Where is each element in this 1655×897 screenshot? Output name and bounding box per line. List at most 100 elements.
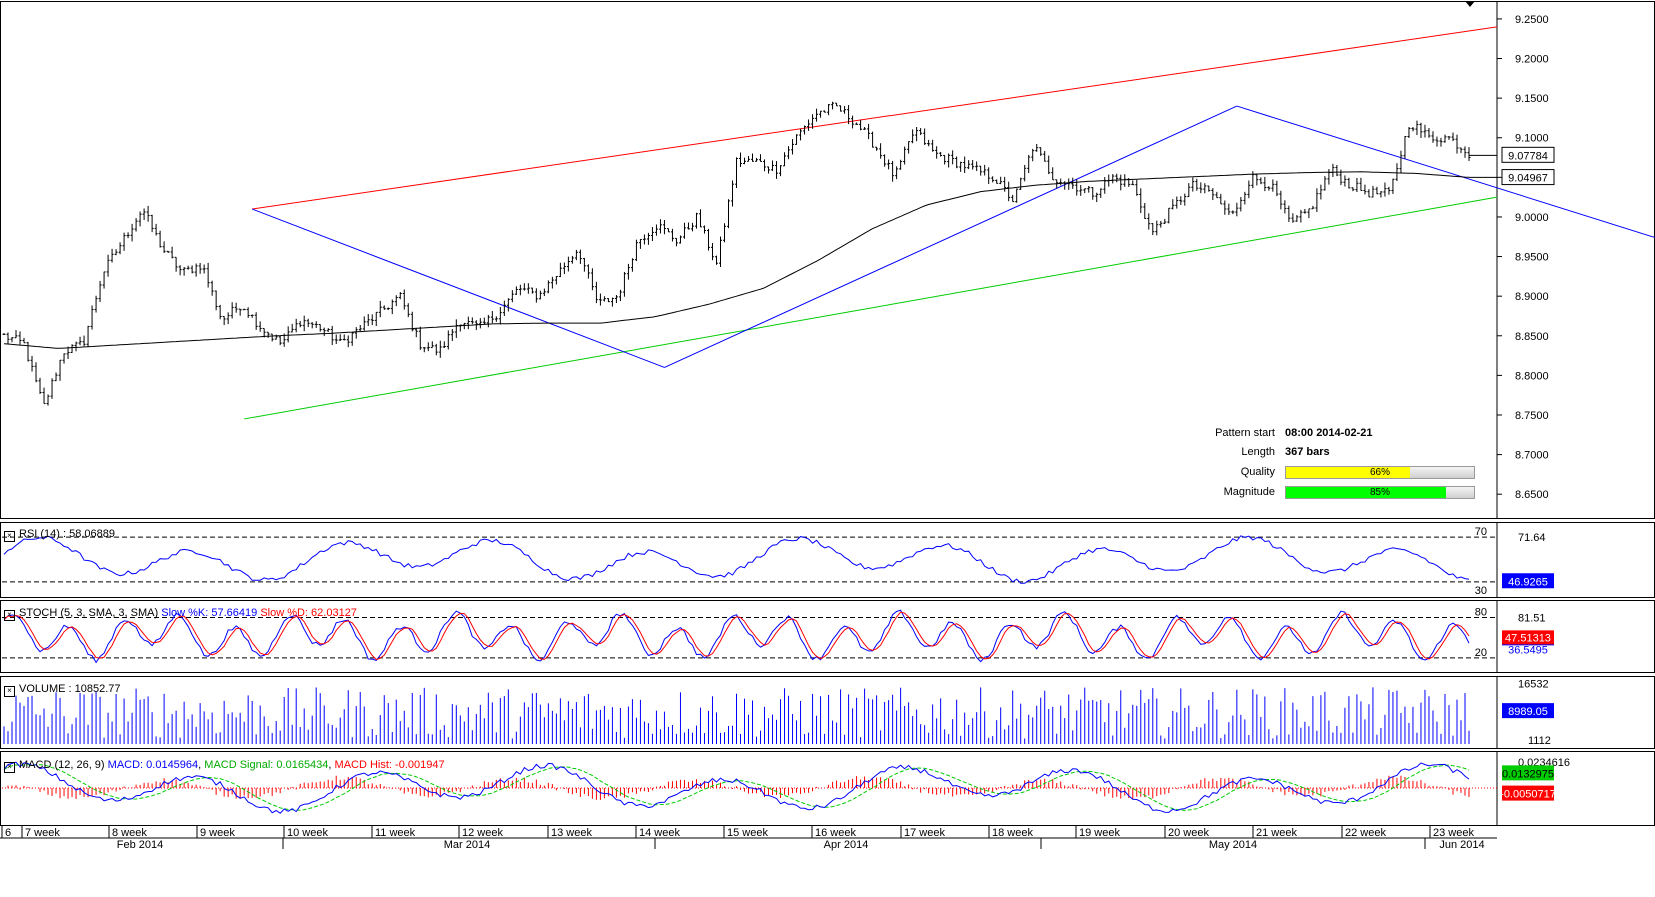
week-label: 10 week [287,827,328,839]
quality-row: Quality 66% [1200,464,1490,482]
rsi-tag-box [1502,573,1554,589]
close-icon[interactable]: × [4,762,15,773]
price-tick-label: 9.1000 [1515,133,1549,145]
volume-tick-label: 1112 [1528,735,1551,747]
quality-value: 66% [1369,467,1390,478]
rsi-tag: 46.9265 [1508,576,1548,588]
week-label: 8 week [112,827,147,839]
macd-label-text: MACD (12, 26, 9) [19,759,105,771]
axes: 6 7 week 8 week 9 week 10 week 11 week 12 week… [1,826,1485,851]
volume-tag-box [1502,703,1554,719]
stoch-tick-label: 80 [1475,606,1487,618]
ma-price-tag-box [1501,169,1555,186]
price-tick-label: 8.7000 [1515,450,1549,462]
stoch-tag-box [1502,630,1554,645]
stoch-d-line [3,611,1470,661]
macd-value-label: MACD: 0.0145964 [107,759,199,771]
volume-label: × VOLUME : 10852.77 [4,683,121,697]
pattern-line-segment [251,208,665,368]
length-label: Length [1241,446,1275,458]
price-tick-label: 9.1500 [1515,93,1549,105]
magnitude-row: Magnitude 85% [1200,484,1490,502]
macd-tag-box [1502,765,1554,781]
length-value: 367 bars [1285,446,1330,458]
channel-lower-line [244,196,1498,420]
week-label: 12 week [462,827,503,839]
week-label: 6 [5,827,11,839]
last-price-tag-box [1501,146,1555,163]
close-icon[interactable]: × [4,686,15,697]
rsi-label: × RSI (14) : 58.06889 [4,528,115,542]
price-tick-label: 9.2500 [1515,14,1549,26]
macd-hist-label: MACD Hist: -0.001947 [334,759,445,771]
week-label: 23 week [1433,827,1474,839]
price-tick-label: 8.7500 [1515,410,1549,422]
week-label: 17 week [904,827,945,839]
stoch-k-line [3,609,1470,664]
quality-bar-fill [1286,467,1411,478]
rsi-tick-label: 30 [1475,585,1487,597]
month-label: Mar 2014 [444,839,490,851]
price-tick-label: 8.6500 [1515,489,1549,501]
ma-price-tag: 9.04967 [1508,173,1548,185]
week-label: 14 week [639,827,680,839]
rsi-line [3,535,1470,584]
week-label: 15 week [727,827,768,839]
week-label: 21 week [1256,827,1297,839]
close-icon[interactable]: × [4,610,15,621]
stoch-tag: 47.51313 [1505,632,1551,644]
length-row: Length 367 bars [1200,444,1490,462]
price-tick-label: 8.9000 [1515,291,1549,303]
magnitude-label: Magnitude [1223,486,1275,498]
week-label: 11 week [375,827,416,839]
price-tick-label: 8.8500 [1515,331,1549,343]
stoch-label-text: STOCH (5, 3, SMA, 3, SMA) [19,607,159,619]
quality-bar: 66% [1285,466,1475,479]
pattern-start-label: Pattern start [1215,427,1275,439]
volume-pane[interactable]: 16532 1112 8989.05 [3,679,1554,747]
week-label: 20 week [1168,827,1209,839]
price-pane[interactable]: 9.25009.20009.15009.10009.05009.00008.95… [2,1,1655,501]
week-label: 9 week [200,827,235,839]
close-icon[interactable]: × [4,531,15,542]
stoch-tick-label: 20 [1475,647,1487,659]
stoch-label: × STOCH (5, 3, SMA, 3, SMA) Slow %K: 57.6… [4,607,357,621]
week-label: 7 week [25,827,60,839]
volume-tag: 8989.05 [1508,706,1548,718]
chevron-down-icon [1465,1,1475,7]
rsi-label-text: RSI (14) : 58.06889 [19,528,116,540]
channel-upper-line [252,26,1498,210]
macd-signal-label: MACD Signal: 0.0165434 [204,759,329,771]
magnitude-value: 85% [1369,487,1390,498]
week-label: 22 week [1345,827,1386,839]
price-tick-label: 8.8000 [1515,370,1549,382]
price-tick-label: 9.2000 [1515,54,1549,66]
macd-line [3,761,1470,814]
month-label: Jun 2014 [1439,839,1484,851]
macd-signal-line [3,764,1470,811]
magnitude-bar-fill [1286,487,1446,498]
pattern-start-row: Pattern start 08:00 2014-02-21 [1200,425,1490,443]
ma-line [3,171,1470,349]
week-label: 18 week [992,827,1033,839]
price-tick-label: 8.9500 [1515,252,1549,264]
pattern-start-value: 08:00 2014-02-21 [1285,427,1373,439]
volume-tick-label: 16532 [1518,679,1549,691]
rsi-tick-label: 70 [1475,526,1487,538]
pattern-line-segment [1236,105,1655,239]
macd-tag: 0.0132975 [1502,768,1554,780]
rsi-tick-label: 71.64 [1518,532,1546,544]
month-label: May 2014 [1209,839,1257,851]
month-label: Feb 2014 [117,839,163,851]
pattern-line-segment [664,105,1238,368]
macd-hist-tag: -0.0050717 [1500,789,1556,801]
week-label: 19 week [1079,827,1120,839]
stoch-d-label: Slow %D: 62.03127 [260,607,357,619]
price-tick-label: 9.0000 [1515,212,1549,224]
magnitude-bar: 85% [1285,486,1475,499]
pane-frame-rsi [0,522,1655,598]
macd-label: × MACD (12, 26, 9) MACD: 0.0145964, MACD … [4,759,445,773]
rsi-pane[interactable]: 70 30 71.64 46.9265 [2,526,1554,597]
